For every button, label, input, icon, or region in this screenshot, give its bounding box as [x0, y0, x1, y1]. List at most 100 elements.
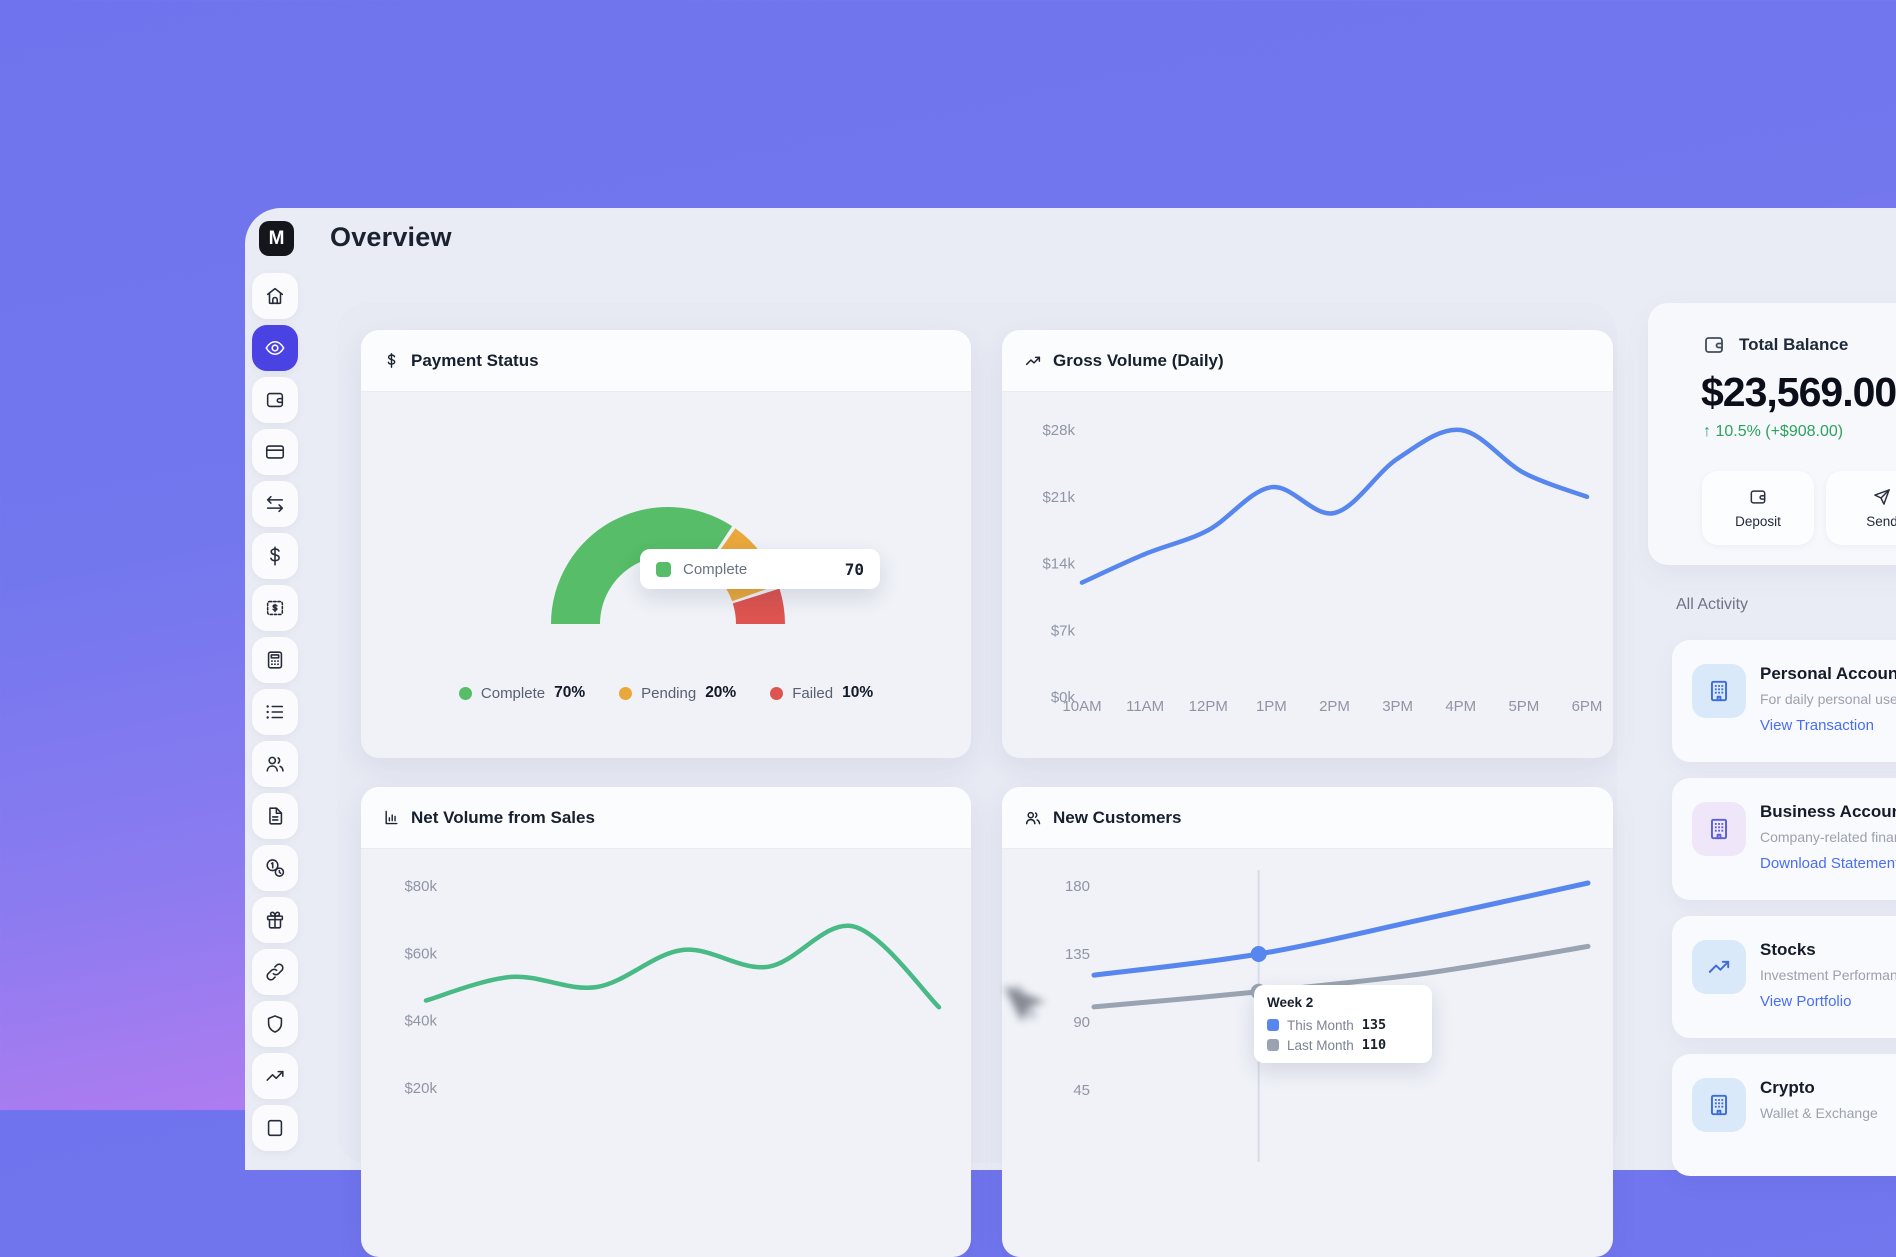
sidebar-item-transfers[interactable]	[252, 481, 298, 527]
sidebar-item-home[interactable]	[252, 273, 298, 319]
sidebar-item-rewards[interactable]	[252, 897, 298, 943]
y-axis-tick: 45	[1073, 1082, 1090, 1099]
building-icon	[1710, 680, 1728, 702]
legend-dot	[770, 686, 784, 700]
legend-item: Complete 70%	[458, 684, 586, 702]
net-volume-line-chart[interactable]: $80k $60k $40k $20k	[381, 851, 971, 1181]
trending-up-icon	[1025, 356, 1041, 365]
sidebar-item-wallet[interactable]	[252, 377, 298, 423]
eye-icon	[265, 340, 285, 356]
x-axis-tick: 11AM	[1126, 698, 1164, 715]
shield-icon	[267, 1015, 283, 1033]
y-axis-tick: $40k	[404, 1013, 437, 1030]
y-axis-tick: $20k	[404, 1080, 437, 1097]
x-axis-tick: 5PM	[1508, 698, 1539, 715]
sidebar-item-cards[interactable]	[252, 429, 298, 475]
x-axis-tick: 12PM	[1189, 698, 1228, 715]
balance-label: Total Balance	[1739, 335, 1849, 354]
tooltip-label: Complete	[683, 560, 748, 578]
activity-title: Stocks	[1760, 940, 1816, 959]
y-axis-tick: 90	[1073, 1014, 1090, 1031]
activity-subtitle: Company-related finances	[1760, 829, 1896, 845]
activity-item-business-account[interactable]: Business Account Company-related finance…	[1672, 778, 1896, 900]
payment-status-gauge-chart[interactable]	[361, 394, 971, 694]
sidebar-item-calculator[interactable]	[252, 637, 298, 683]
trending-up-icon	[1708, 960, 1730, 973]
sidebar-item-payments[interactable]	[252, 533, 298, 579]
legend-value: 70%	[554, 684, 586, 701]
data-point-marker	[1250, 946, 1267, 962]
credit-card-icon	[265, 445, 285, 459]
download-statement-link[interactable]: Download Statement	[1760, 855, 1896, 872]
deposit-button[interactable]: Deposit	[1702, 471, 1814, 545]
legend-dot	[458, 686, 472, 700]
card-title: New Customers	[1053, 807, 1182, 827]
sidebar-item-more[interactable]	[252, 1105, 298, 1151]
app-logo[interactable]: M	[259, 221, 294, 256]
account-icon-tile	[1692, 664, 1746, 718]
send-label: Send	[1866, 514, 1896, 529]
link-icon	[266, 963, 284, 981]
y-axis-tick: $28k	[1042, 422, 1075, 439]
tooltip-color-swatch	[656, 561, 671, 577]
y-axis-tick: $0k	[1051, 689, 1076, 706]
activity-item-personal-account[interactable]: Personal Account For daily personal use …	[1672, 640, 1896, 762]
users-icon	[266, 756, 284, 772]
calculator-icon	[267, 651, 283, 669]
sidebar-item-links[interactable]	[252, 949, 298, 995]
sidebar-item-customers[interactable]	[252, 741, 298, 787]
cursor-artifact	[1000, 982, 1056, 1026]
gauge-segment-complete	[551, 506, 733, 624]
tooltip-color-swatch	[1267, 1019, 1279, 1031]
activity-item-stocks[interactable]: Stocks Investment Performance View Portf…	[1672, 916, 1896, 1038]
tooltip-value: 70	[844, 559, 864, 579]
sidebar-item-documents[interactable]	[252, 793, 298, 839]
y-axis-tick: $7k	[1051, 622, 1076, 639]
activity-item-crypto[interactable]: Crypto Wallet & Exchange	[1672, 1054, 1896, 1176]
wallet-icon	[1705, 337, 1723, 353]
deposit-label: Deposit	[1735, 514, 1781, 529]
net-volume-header: Net Volume from Sales	[361, 787, 971, 849]
gift-icon	[266, 911, 284, 929]
x-axis-tick: 4PM	[1445, 698, 1476, 715]
new-customers-header: New Customers	[1002, 787, 1613, 849]
total-balance-card: Total Balance $23,569.00 ↑ 10.5% (+$908.…	[1648, 303, 1896, 565]
activity-subtitle: For daily personal use	[1760, 691, 1896, 707]
legend-label: Complete	[480, 684, 546, 702]
y-axis-tick: $80k	[404, 878, 437, 895]
dollar-icon	[387, 353, 396, 368]
activity-heading: All Activity	[1676, 596, 1749, 613]
x-axis-tick: 10AM	[1062, 698, 1101, 715]
view-transaction-link[interactable]: View Transaction	[1760, 717, 1874, 734]
tooltip-label: Last Month	[1287, 1037, 1354, 1053]
new-customers-card: New Customers 180 135 90 45 Week 2 This Mon…	[1002, 787, 1613, 1257]
send-button[interactable]: Send	[1826, 471, 1896, 545]
invoice-icon	[266, 600, 284, 616]
activity-subtitle: Investment Performance	[1760, 967, 1896, 983]
legend-label: Failed	[792, 684, 834, 702]
coins-icon	[266, 859, 285, 877]
view-portfolio-link[interactable]: View Portfolio	[1760, 993, 1852, 1010]
sidebar-item-security[interactable]	[252, 1001, 298, 1047]
home-icon	[266, 287, 284, 305]
activity-subtitle: Wallet & Exchange	[1760, 1105, 1878, 1121]
payment-status-header: Payment Status	[361, 330, 971, 392]
account-icon-tile	[1692, 940, 1746, 994]
y-axis-tick: 135	[1065, 946, 1090, 963]
device-icon	[267, 1119, 283, 1137]
bar-chart-icon	[385, 810, 398, 825]
net-volume-card: Net Volume from Sales $80k $60k $40k $20k	[361, 787, 971, 1257]
sidebar-item-invoices[interactable]	[252, 585, 298, 631]
sidebar-item-list[interactable]	[252, 689, 298, 735]
y-axis-tick: $14k	[1042, 556, 1075, 573]
sidebar-item-analytics[interactable]	[252, 1053, 298, 1099]
gross-volume-header: Gross Volume (Daily)	[1002, 330, 1613, 392]
card-title: Net Volume from Sales	[411, 807, 595, 827]
legend-value: 20%	[705, 684, 737, 701]
legend-item: Failed 10%	[770, 684, 873, 702]
sidebar-item-overview[interactable]	[252, 325, 298, 371]
sidebar-item-coins[interactable]	[252, 845, 298, 891]
activity-title: Business Account	[1760, 802, 1896, 821]
wallet-icon	[266, 392, 284, 408]
